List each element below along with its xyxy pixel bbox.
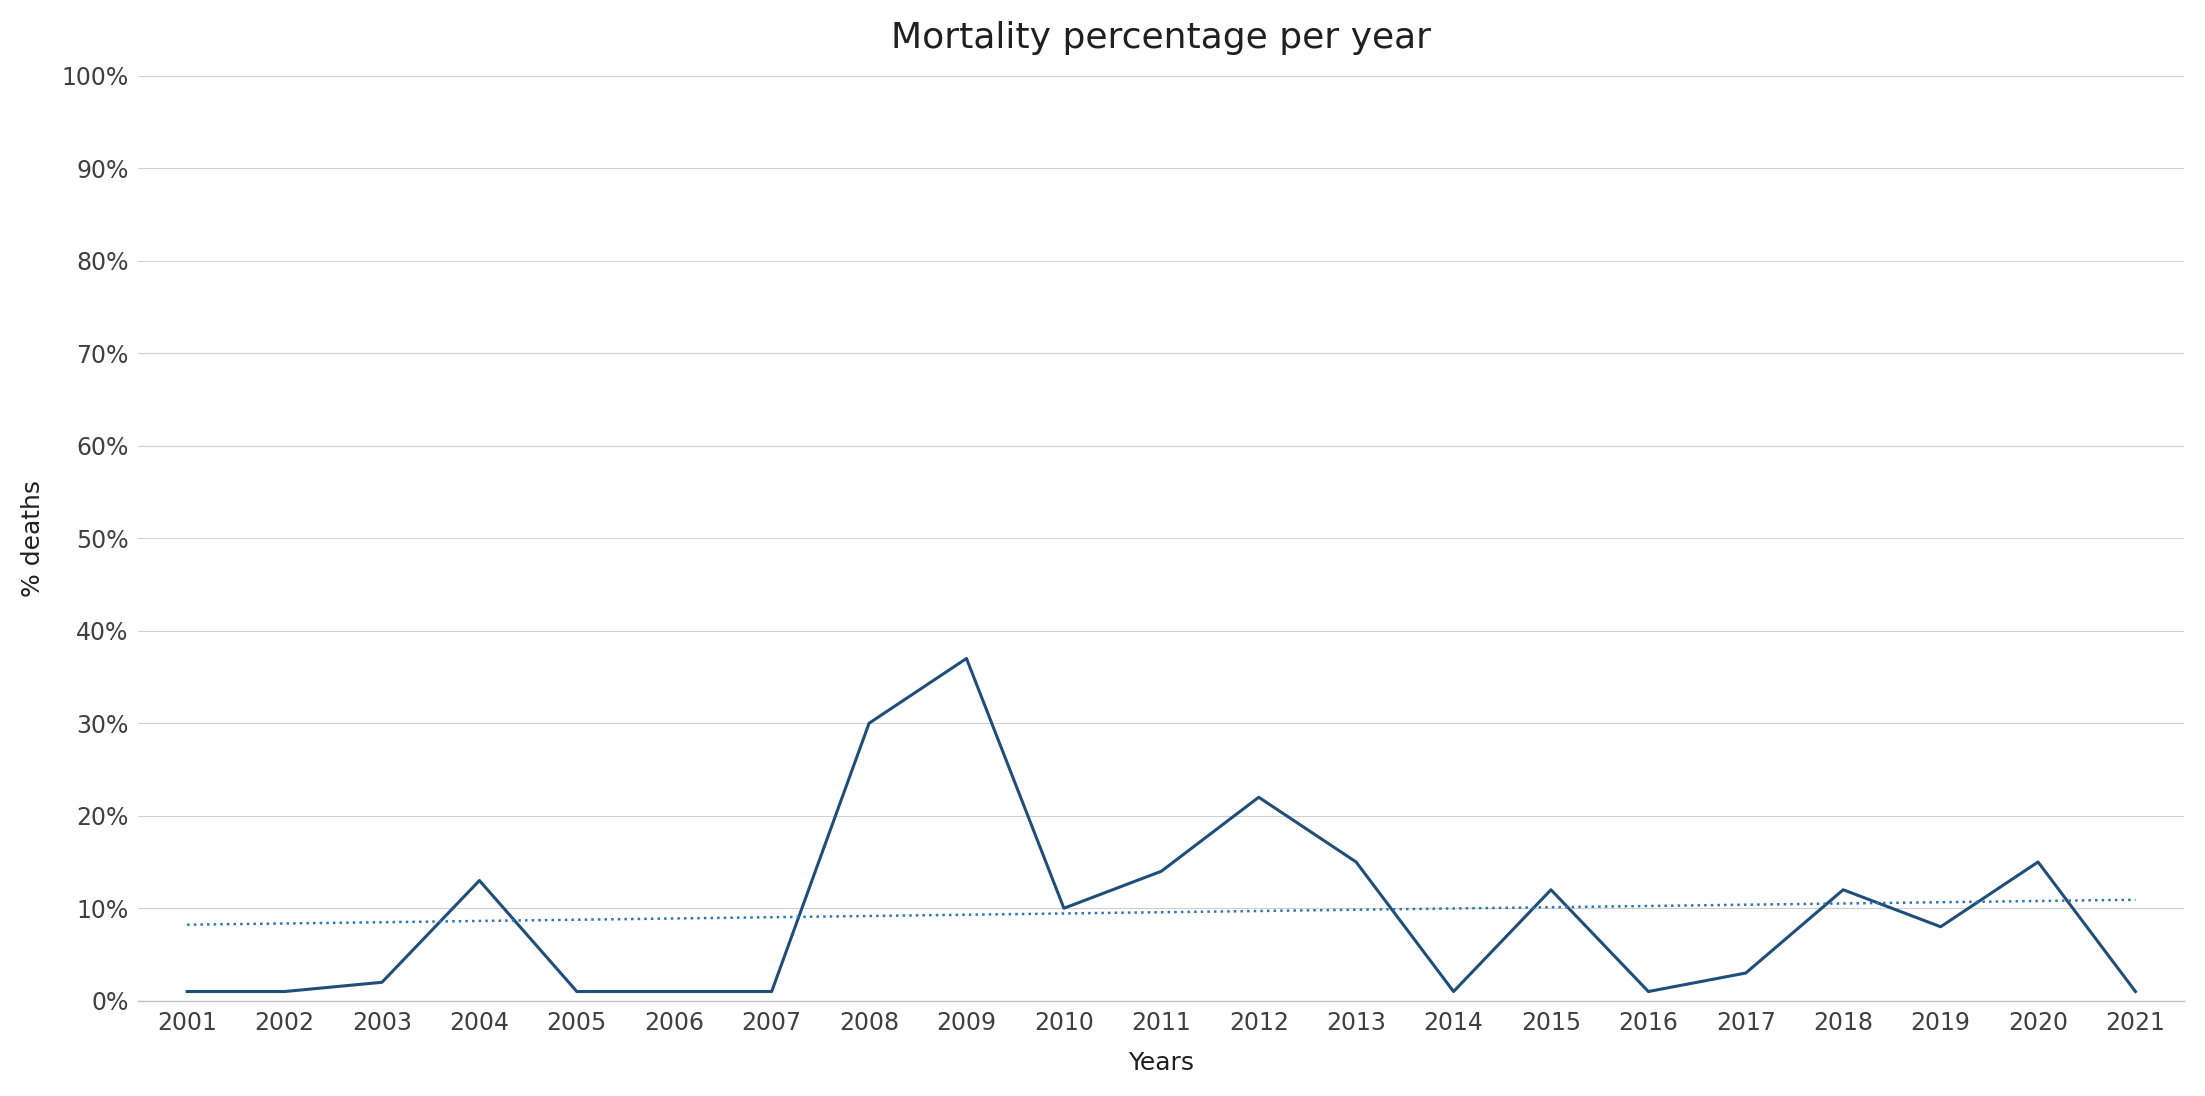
Y-axis label: % deaths: % deaths	[20, 480, 44, 596]
Title: Mortality percentage per year: Mortality percentage per year	[891, 21, 1431, 55]
X-axis label: Years: Years	[1129, 1051, 1195, 1075]
